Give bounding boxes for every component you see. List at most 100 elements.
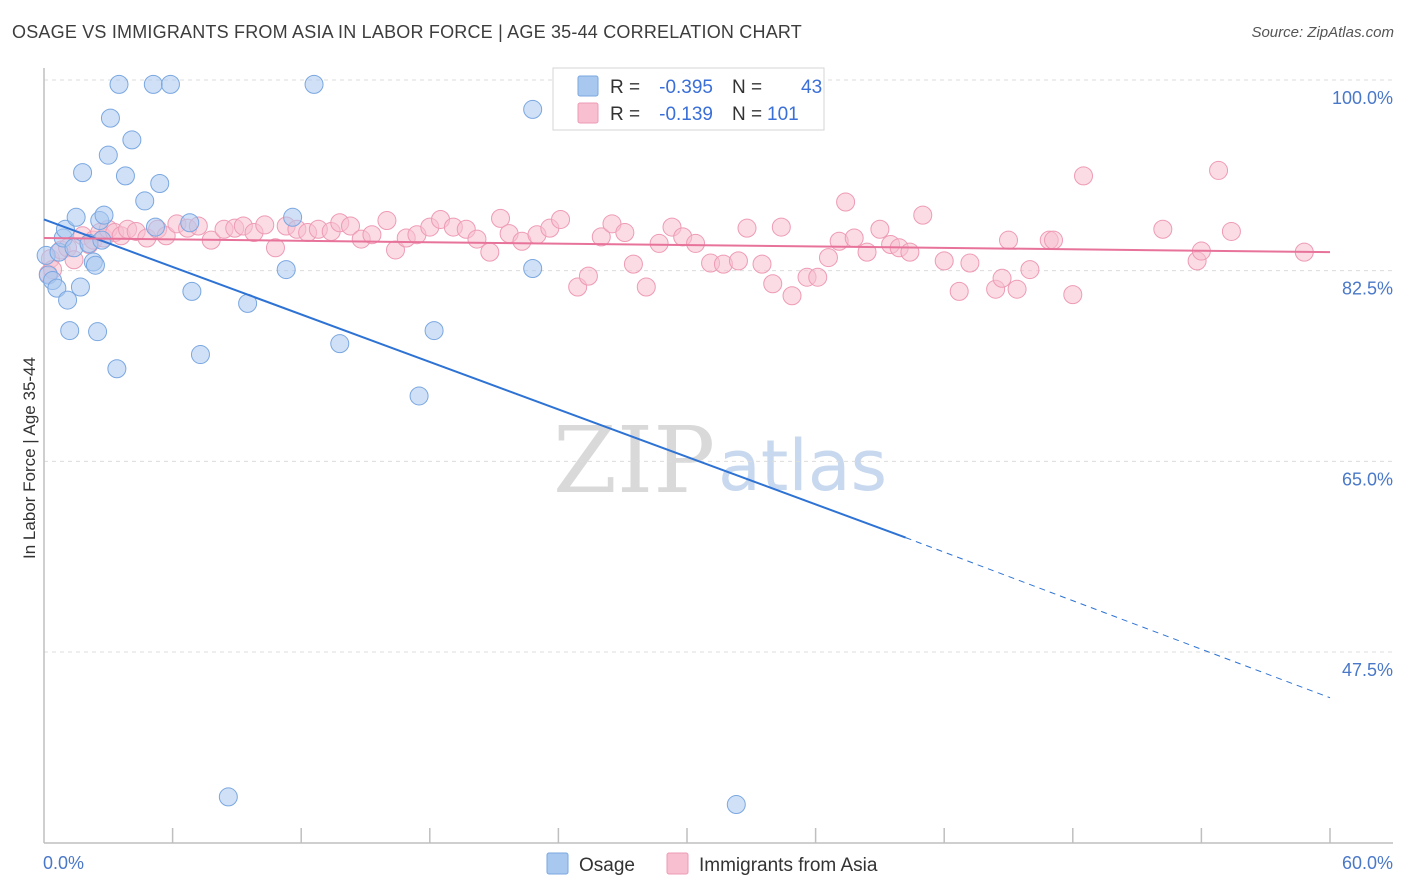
osage-point-22 <box>107 359 127 379</box>
immigrants-point-95 <box>1063 285 1083 305</box>
osage-point-10 <box>66 207 86 227</box>
immigrants-point-97 <box>1153 219 1173 239</box>
osage-point-21 <box>100 108 120 128</box>
immigrants-point-91 <box>1007 279 1027 299</box>
immigrants-point-90 <box>999 230 1018 250</box>
osage-point-25 <box>122 130 142 150</box>
bottom-legend-swatch-immigrants <box>666 852 689 875</box>
osage-point-3 <box>47 278 67 298</box>
legend-swatch-osage <box>577 75 599 97</box>
osage-point-39 <box>330 334 350 354</box>
immigrants-point-87 <box>960 253 980 273</box>
osage-point-38 <box>304 74 324 94</box>
x-tick-label-min: 0.0% <box>43 853 84 873</box>
osage-point-41 <box>424 321 444 341</box>
bottom-legend-label-immigrants: Immigrants from Asia <box>699 855 878 876</box>
legend-r-value-immigrants: -0.139 <box>659 104 713 125</box>
immigrants-point-61 <box>649 233 669 253</box>
bottom-legend-swatch-osage <box>546 852 569 875</box>
immigrants-point-92 <box>1020 260 1040 280</box>
immigrants-point-83 <box>900 242 920 262</box>
osage-point-37 <box>283 207 303 227</box>
immigrants-point-71 <box>771 217 791 237</box>
osage-point-15 <box>85 255 105 275</box>
immigrants-point-67 <box>728 251 748 271</box>
immigrants-point-78 <box>844 228 864 248</box>
immigrants-point-94 <box>1044 230 1064 250</box>
osage-point-34 <box>218 787 238 807</box>
immigrants-point-70 <box>763 274 783 294</box>
osage-point-26 <box>135 191 155 211</box>
osage-point-36 <box>276 260 296 280</box>
series-osage-points <box>36 74 746 815</box>
y-axis-label: In Labor Force | Age 35-44 <box>20 357 39 559</box>
immigrants-point-38 <box>377 211 397 231</box>
y-tick-labels: 100.0% 82.5% 65.0% 47.5% <box>1332 88 1393 680</box>
x-tick-label-max: 60.0% <box>1342 853 1393 873</box>
immigrants-point-84 <box>913 205 933 225</box>
osage-point-43 <box>523 99 543 119</box>
legend-r-label-osage: R = <box>610 77 640 98</box>
osage-point-11 <box>70 277 90 297</box>
immigrants-point-35 <box>340 216 360 236</box>
immigrants-point-59 <box>623 254 643 274</box>
immigrants-point-55 <box>578 266 598 286</box>
osage-point-12 <box>73 163 93 183</box>
immigrants-point-60 <box>636 277 656 297</box>
watermark-atlas: atlas <box>718 425 887 507</box>
y-tick-label-1: 82.5% <box>1342 279 1393 299</box>
correlation-legend: R = -0.395 N = 43 R = -0.139 N = 101 <box>552 67 825 131</box>
osage-point-28 <box>145 217 165 237</box>
osage-point-19 <box>94 205 114 225</box>
immigrants-point-96 <box>1074 166 1094 186</box>
immigrants-point-68 <box>737 218 757 238</box>
immigrants-point-64 <box>686 233 706 253</box>
bottom-legend-label-osage: Osage <box>579 855 635 876</box>
osage-point-20 <box>98 145 118 165</box>
series-immigrants-points <box>38 160 1314 306</box>
osage-point-16 <box>88 322 108 342</box>
axes <box>43 68 1393 844</box>
trend-lines <box>43 218 1331 699</box>
source-credit: Source: ZipAtlas.com <box>1251 24 1394 41</box>
chart-title: OSAGE VS IMMIGRANTS FROM ASIA IN LABOR F… <box>12 22 802 42</box>
immigrants-point-89 <box>992 268 1012 288</box>
immigrants-point-80 <box>870 219 890 239</box>
immigrants-point-74 <box>808 267 828 287</box>
osage-point-29 <box>150 174 170 194</box>
osage-point-44 <box>726 795 746 815</box>
immigrants-point-86 <box>949 281 969 301</box>
osage-point-40 <box>409 386 429 406</box>
immigrants-point-58 <box>615 223 635 243</box>
osage-point-8 <box>60 321 80 341</box>
osage-point-30 <box>160 74 180 94</box>
osage-point-7 <box>58 290 78 310</box>
osage-point-24 <box>115 166 135 186</box>
y-tick-label-2: 65.0% <box>1342 469 1393 489</box>
bottom-legend: Osage Immigrants from Asia <box>546 852 878 876</box>
immigrants-point-79 <box>857 242 877 262</box>
immigrants-point-56 <box>591 227 611 247</box>
immigrants-point-69 <box>752 254 772 274</box>
legend-n-label-immigrants: N = <box>732 104 762 125</box>
immigrants-point-27 <box>255 215 275 235</box>
immigrants-point-72 <box>782 286 802 306</box>
immigrants-point-101 <box>1221 221 1241 241</box>
immigrants-point-48 <box>491 208 511 228</box>
legend-r-value-osage: -0.395 <box>659 77 713 98</box>
osage-point-31 <box>180 213 200 233</box>
legend-swatch-immigrants <box>577 102 599 124</box>
immigrants-point-85 <box>934 251 954 271</box>
y-tick-label-3: 47.5% <box>1342 660 1393 680</box>
legend-n-value-immigrants: 101 <box>767 104 799 125</box>
legend-n-value-osage: 43 <box>801 77 822 98</box>
immigrants-point-100 <box>1209 160 1229 180</box>
immigrants-trend-line <box>43 236 1331 254</box>
osage-point-23 <box>109 74 129 94</box>
immigrants-point-77 <box>836 192 856 212</box>
osage-trend-extension <box>905 537 1331 699</box>
osage-point-42 <box>523 258 543 278</box>
osage-point-33 <box>190 345 210 365</box>
immigrants-point-37 <box>362 225 382 245</box>
